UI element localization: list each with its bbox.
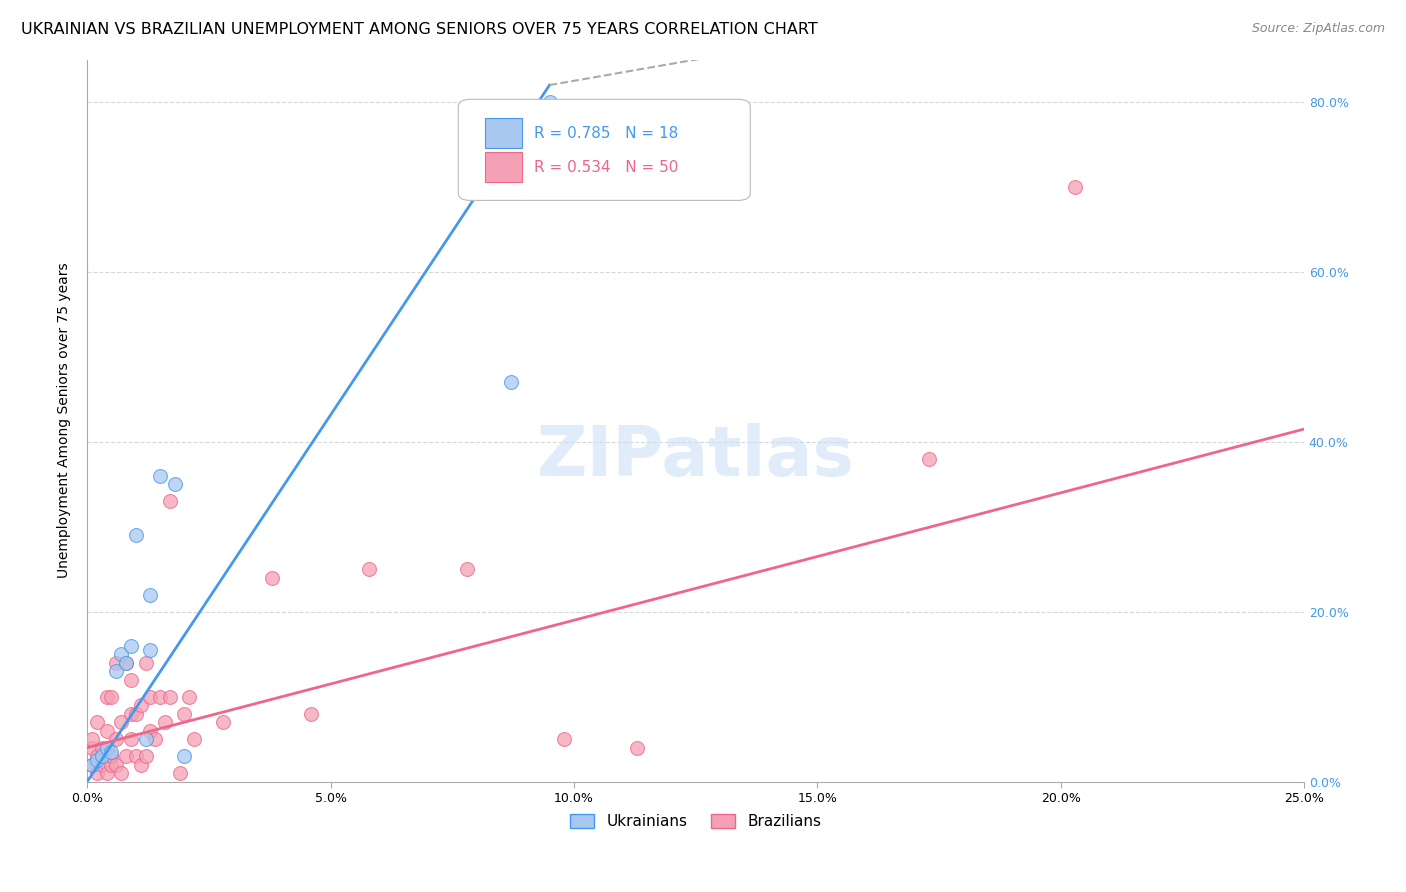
Point bbox=[80, 732, 103, 747]
Y-axis label: Unemployment Among Seniors over 75 years: Unemployment Among Seniors over 75 years bbox=[58, 263, 72, 578]
Point bbox=[80, 740, 103, 755]
Point bbox=[110, 647, 132, 661]
Point bbox=[115, 656, 138, 670]
Point bbox=[80, 757, 103, 772]
Point bbox=[86, 749, 108, 764]
Point bbox=[139, 690, 162, 704]
Point bbox=[100, 757, 122, 772]
Text: UKRAINIAN VS BRAZILIAN UNEMPLOYMENT AMONG SENIORS OVER 75 YEARS CORRELATION CHAR: UKRAINIAN VS BRAZILIAN UNEMPLOYMENT AMON… bbox=[21, 22, 818, 37]
Point bbox=[90, 757, 112, 772]
Point bbox=[173, 706, 195, 721]
Point bbox=[105, 757, 128, 772]
Point bbox=[553, 732, 575, 747]
Point bbox=[135, 656, 157, 670]
Point bbox=[456, 562, 478, 576]
Point bbox=[626, 740, 648, 755]
Point bbox=[120, 706, 142, 721]
Point bbox=[262, 571, 284, 585]
FancyBboxPatch shape bbox=[485, 118, 522, 148]
Point bbox=[96, 766, 118, 780]
Point bbox=[115, 656, 138, 670]
Point bbox=[183, 732, 205, 747]
Point bbox=[538, 95, 561, 109]
Point bbox=[139, 643, 162, 657]
Text: ZIPatlas: ZIPatlas bbox=[537, 423, 855, 491]
Point bbox=[90, 749, 112, 764]
Point bbox=[125, 706, 148, 721]
Point bbox=[149, 468, 172, 483]
Point bbox=[143, 732, 166, 747]
Point bbox=[96, 740, 118, 755]
Point bbox=[105, 664, 128, 678]
Point bbox=[120, 673, 142, 687]
Point bbox=[120, 732, 142, 747]
Text: R = 0.534   N = 50: R = 0.534 N = 50 bbox=[534, 160, 678, 175]
Point bbox=[110, 766, 132, 780]
Point bbox=[135, 749, 157, 764]
Point bbox=[129, 698, 152, 713]
Point bbox=[105, 656, 128, 670]
Point bbox=[120, 639, 142, 653]
Point bbox=[96, 723, 118, 738]
Point bbox=[115, 749, 138, 764]
Legend: Ukrainians, Brazilians: Ukrainians, Brazilians bbox=[564, 808, 827, 836]
Point bbox=[100, 749, 122, 764]
Point bbox=[163, 477, 186, 491]
Point bbox=[125, 749, 148, 764]
Point bbox=[135, 732, 157, 747]
Point bbox=[80, 757, 103, 772]
Point bbox=[86, 766, 108, 780]
Point bbox=[159, 690, 181, 704]
Point bbox=[139, 723, 162, 738]
Point bbox=[125, 528, 148, 542]
Point bbox=[100, 690, 122, 704]
Point bbox=[129, 757, 152, 772]
Point bbox=[1064, 180, 1087, 194]
Text: R = 0.785   N = 18: R = 0.785 N = 18 bbox=[534, 126, 678, 141]
Point bbox=[96, 690, 118, 704]
Point bbox=[86, 753, 108, 767]
Point bbox=[499, 376, 522, 390]
Point bbox=[918, 451, 941, 466]
Point bbox=[86, 715, 108, 730]
Point bbox=[212, 715, 235, 730]
Point bbox=[173, 749, 195, 764]
Text: Source: ZipAtlas.com: Source: ZipAtlas.com bbox=[1251, 22, 1385, 36]
Point bbox=[299, 706, 322, 721]
Point bbox=[153, 715, 176, 730]
Point bbox=[159, 494, 181, 508]
Point bbox=[179, 690, 201, 704]
Point bbox=[90, 740, 112, 755]
FancyBboxPatch shape bbox=[485, 152, 522, 182]
Point bbox=[100, 745, 122, 759]
Point bbox=[359, 562, 381, 576]
FancyBboxPatch shape bbox=[458, 99, 751, 201]
Point bbox=[139, 588, 162, 602]
Point bbox=[105, 732, 128, 747]
Point bbox=[110, 715, 132, 730]
Point bbox=[169, 766, 191, 780]
Point bbox=[149, 690, 172, 704]
